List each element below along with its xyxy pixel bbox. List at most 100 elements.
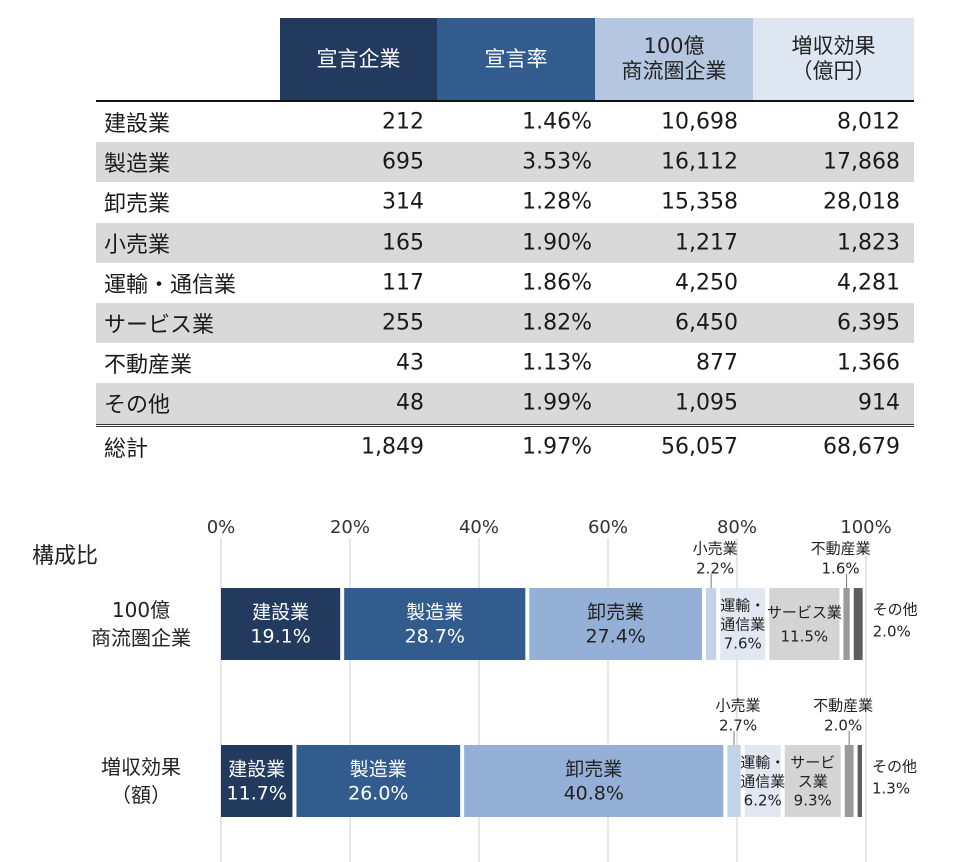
data-label: その他 1.3% xyxy=(872,757,917,797)
bar-segment xyxy=(296,745,461,817)
bar-segment xyxy=(844,745,854,817)
row-label: 運輸・通信業 xyxy=(104,272,237,298)
row-label: 製造業 xyxy=(104,152,171,178)
bar-segment xyxy=(720,588,766,660)
bar-segment xyxy=(706,588,717,660)
bar-segment xyxy=(784,745,841,817)
cell-effect: 17,868 xyxy=(823,149,900,175)
category-label: 100億商流圏企業 xyxy=(91,598,191,650)
total-rate: 1.97% xyxy=(522,434,592,460)
data-label: 建設業 19.1% xyxy=(250,602,310,648)
header-effect-label: 増収効果 （億円） xyxy=(791,34,876,83)
table-row: その他 48 1.99% 1,095 914 xyxy=(96,383,914,424)
data-label: その他 2.0% xyxy=(873,600,918,640)
cell-declared: 695 xyxy=(382,149,424,175)
row-label: 不動産業 xyxy=(104,353,193,379)
cell-declared: 255 xyxy=(382,310,424,336)
bar-segment xyxy=(221,588,341,660)
row-label: 小売業 xyxy=(104,232,171,258)
header-rate: 宣言率 xyxy=(437,18,595,100)
cell-effect: 8,012 xyxy=(837,109,900,135)
data-label: 製造業 26.0% xyxy=(348,759,408,805)
row-label: 卸売業 xyxy=(104,192,171,218)
data-label: 建設業 11.7% xyxy=(227,759,287,805)
industry-table: 宣言企業 宣言率 100億 商流圏企業 増収効果 （億円） 建設業 212 1.… xyxy=(96,18,914,467)
table-row: 卸売業 314 1.28% 15,358 28,018 xyxy=(96,182,914,222)
header-firms-label: 100億 商流圏企業 xyxy=(621,34,727,83)
table-row: 製造業 695 3.53% 16,112 17,868 xyxy=(96,142,914,183)
chart-title: 構成比 xyxy=(32,544,98,569)
row-label: 建設業 xyxy=(104,112,171,138)
table-row: 小売業 165 1.90% 1,217 1,823 xyxy=(96,222,914,263)
cell-effect: 1,366 xyxy=(837,350,900,376)
cell-rate: 1.28% xyxy=(522,189,592,215)
table-header: 宣言企業 宣言率 100億 商流圏企業 増収効果 （億円） xyxy=(96,18,914,102)
header-declared: 宣言企業 xyxy=(280,18,437,100)
total-firms: 56,057 xyxy=(661,434,738,460)
table-row: 建設業 212 1.46% 10,698 8,012 xyxy=(96,102,914,142)
cell-rate: 3.53% xyxy=(522,149,592,175)
table-row: 不動産業 43 1.13% 877 1,366 xyxy=(96,343,914,383)
cell-effect: 6,395 xyxy=(837,310,900,336)
x-tick-label: 60% xyxy=(588,517,628,538)
row-label: その他 xyxy=(104,393,171,419)
x-tick-label: 0% xyxy=(207,517,236,538)
cell-effect: 4,281 xyxy=(837,270,900,296)
row-label: サービス業 xyxy=(104,313,215,339)
bar-segment xyxy=(529,588,703,660)
data-label: 製造業 28.7% xyxy=(405,602,465,648)
data-label: 小売業 2.2% xyxy=(693,539,738,577)
cell-declared: 43 xyxy=(396,350,424,376)
cell-rate: 1.13% xyxy=(522,350,592,376)
bar-segment xyxy=(853,588,863,660)
bar-segment xyxy=(744,745,781,817)
total-effect: 68,679 xyxy=(823,434,900,460)
data-label: 小売業 2.7% xyxy=(716,696,761,734)
total-label: 総計 xyxy=(104,436,149,462)
data-label: 不動産業 1.6% xyxy=(811,539,871,577)
cell-declared: 165 xyxy=(382,230,424,256)
table-row: サービス業 255 1.82% 6,450 6,395 xyxy=(96,302,914,344)
cell-declared: 314 xyxy=(382,189,424,215)
cell-declared: 48 xyxy=(396,390,424,416)
cell-declared: 117 xyxy=(382,270,424,296)
header-effect: 増収効果 （億円） xyxy=(753,18,914,100)
bar-segment xyxy=(857,745,862,817)
cell-firms: 10,698 xyxy=(661,109,738,135)
bar-segment xyxy=(727,745,741,817)
cell-firms: 15,358 xyxy=(661,189,738,215)
data-label: サービス業 9.3% xyxy=(790,753,835,809)
cell-declared: 212 xyxy=(382,109,424,135)
data-label: 不動産業 2.0% xyxy=(813,696,873,734)
cell-firms: 877 xyxy=(696,350,738,376)
x-tick-label: 40% xyxy=(459,517,499,538)
bar-segment xyxy=(464,745,724,817)
bar-segment xyxy=(769,588,840,660)
bar-segment xyxy=(221,745,293,817)
cell-rate: 1.46% xyxy=(522,109,592,135)
cell-effect: 28,018 xyxy=(823,189,900,215)
data-label: 卸売業 40.8% xyxy=(564,759,624,805)
cell-firms: 1,217 xyxy=(675,230,738,256)
header-firms: 100億 商流圏企業 xyxy=(595,18,753,100)
cell-firms: 6,450 xyxy=(675,310,738,336)
category-label: 増収効果（額） xyxy=(101,755,181,807)
header-rate-label: 宣言率 xyxy=(484,46,548,71)
cell-rate: 1.90% xyxy=(522,230,592,256)
data-label: 運輸・通信業 7.6% xyxy=(720,596,765,652)
header-declared-label: 宣言企業 xyxy=(316,46,401,71)
cell-effect: 1,823 xyxy=(837,230,900,256)
cell-rate: 1.86% xyxy=(522,270,592,296)
table-total-row: 総計 1,849 1.97% 56,057 68,679 xyxy=(96,423,914,467)
x-tick-label: 80% xyxy=(717,517,757,538)
cell-effect: 914 xyxy=(858,390,900,416)
data-label: 運輸・通信業 6.2% xyxy=(740,753,785,809)
total-declared: 1,849 xyxy=(361,434,424,460)
data-label: 卸売業 27.4% xyxy=(585,602,645,648)
bar-segment xyxy=(843,588,850,660)
cell-rate: 1.99% xyxy=(522,390,592,416)
cell-rate: 1.82% xyxy=(522,310,592,336)
bar-segment xyxy=(344,588,526,660)
table-row: 運輸・通信業 117 1.86% 4,250 4,281 xyxy=(96,263,914,303)
